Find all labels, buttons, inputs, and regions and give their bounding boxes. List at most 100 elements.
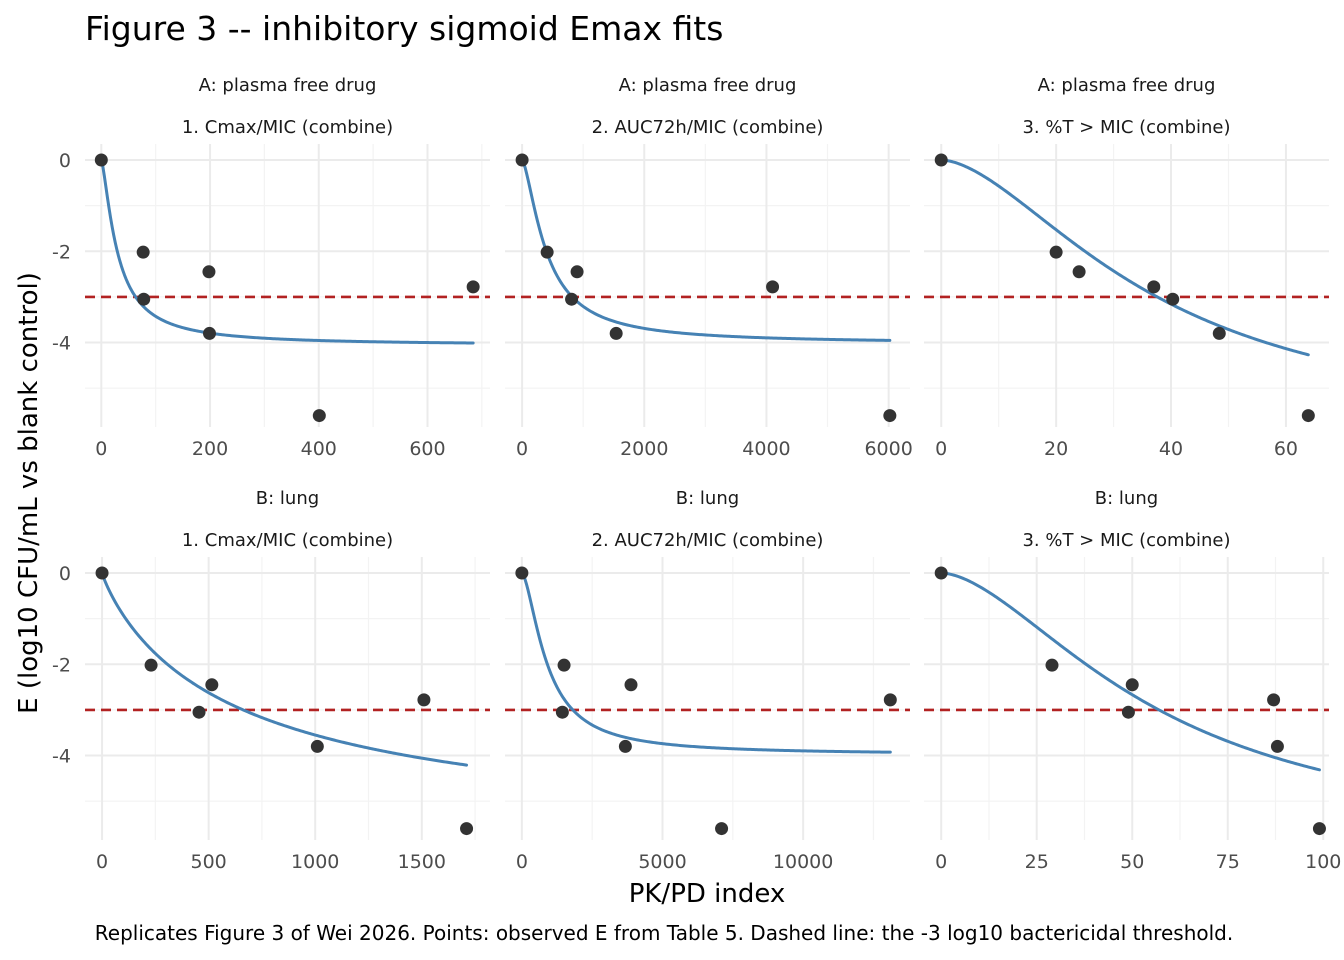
- x-tick-label: 5000: [638, 851, 686, 873]
- observed-point: [136, 245, 150, 259]
- observed-point: [1125, 678, 1139, 692]
- observed-point: [934, 566, 948, 580]
- observed-point: [565, 292, 579, 306]
- y-tick-label: -2: [52, 654, 71, 676]
- facet-strip-col-label: 3. %T > MIC (combine): [1022, 530, 1230, 551]
- x-axis-title: PK/PD index: [629, 879, 786, 909]
- x-tick-label: 0: [935, 438, 947, 460]
- figure-title: Figure 3 -- inhibitory sigmoid Emax fits: [85, 9, 723, 48]
- x-tick-label: 1000: [291, 851, 339, 873]
- x-tick-label: 600: [409, 438, 445, 460]
- observed-point: [1270, 739, 1284, 753]
- observed-point: [1267, 693, 1281, 707]
- observed-point: [1121, 705, 1135, 719]
- facet-panel: B: lung 3. %T > MIC (combine) 0 25 50 75 100: [924, 488, 1341, 873]
- x-tick-label: 100: [1305, 851, 1341, 873]
- observed-point: [417, 693, 431, 707]
- fit-curve: [520, 571, 892, 754]
- observed-point: [466, 280, 480, 294]
- observed-point: [1147, 280, 1161, 294]
- x-tick-label: 4000: [742, 438, 790, 460]
- x-tick-label: 60: [1274, 438, 1298, 460]
- facet-panel: B: lung 2. AUC72h/MIC (combine) 0 5000 10000: [505, 488, 910, 873]
- facet-strip-col-label: 1. Cmax/MIC (combine): [182, 117, 393, 138]
- facet-strip-row-label: A: plasma free drug: [199, 75, 377, 96]
- observed-point: [1045, 658, 1059, 672]
- observed-point: [144, 658, 158, 672]
- facet-strip-row-label: B: lung: [256, 488, 319, 509]
- y-tick-label: -4: [52, 746, 71, 768]
- x-tick-label: 25: [1025, 851, 1049, 873]
- x-tick-label: 0: [935, 851, 947, 873]
- observed-point: [609, 326, 623, 340]
- facet-panel: A: plasma free drug 2. AUC72h/MIC (combin…: [505, 75, 913, 460]
- x-tick-label: 10000: [773, 851, 833, 873]
- observed-point: [1212, 326, 1226, 340]
- figure-caption: Replicates Figure 3 of Wei 2026. Points:…: [95, 921, 1233, 945]
- fit-curve: [99, 158, 475, 345]
- y-tick-label: -2: [52, 241, 71, 263]
- observed-point: [202, 265, 216, 279]
- x-tick-label: 2000: [620, 438, 668, 460]
- observed-point: [766, 280, 780, 294]
- fit-curve: [100, 571, 469, 767]
- x-tick-label: 1500: [398, 851, 446, 873]
- observed-point: [715, 822, 729, 836]
- observed-point: [515, 566, 529, 580]
- observed-point: [312, 409, 326, 423]
- facet-panels: A: plasma free drug 1. Cmax/MIC (combine)…: [52, 75, 1341, 873]
- observed-point: [557, 658, 571, 672]
- observed-point: [883, 409, 897, 423]
- x-tick-label: 0: [96, 851, 108, 873]
- x-tick-label: 40: [1159, 438, 1183, 460]
- observed-point: [1301, 409, 1315, 423]
- observed-point: [202, 326, 216, 340]
- x-tick-label: 200: [192, 438, 228, 460]
- observed-point: [618, 739, 632, 753]
- facet-strip-col-label: 3. %T > MIC (combine): [1022, 117, 1230, 138]
- fit-curve: [939, 158, 1310, 357]
- facet-panel: B: lung 1. Cmax/MIC (combine) 0 500 1000 1500…: [52, 488, 490, 873]
- observed-point: [624, 678, 638, 692]
- observed-point: [1049, 245, 1063, 259]
- x-tick-label: 400: [301, 438, 337, 460]
- observed-point: [570, 265, 584, 279]
- x-tick-label: 500: [190, 851, 226, 873]
- observed-point: [555, 705, 569, 719]
- x-tick-label: 6000: [864, 438, 912, 460]
- facet-strip-col-label: 2. AUC72h/MIC (combine): [592, 117, 824, 138]
- observed-point: [137, 292, 151, 306]
- x-tick-label: 75: [1216, 851, 1240, 873]
- observed-point: [883, 693, 897, 707]
- fit-curve: [939, 571, 1321, 772]
- observed-point: [95, 566, 109, 580]
- facet-strip-col-label: 2. AUC72h/MIC (combine): [592, 530, 824, 551]
- observed-point: [1072, 265, 1086, 279]
- facet-strip-row-label: B: lung: [1095, 488, 1158, 509]
- facet-strip-row-label: A: plasma free drug: [1038, 75, 1216, 96]
- x-tick-label: 50: [1120, 851, 1144, 873]
- facet-strip-row-label: B: lung: [676, 488, 739, 509]
- y-tick-label: 0: [59, 150, 71, 172]
- x-tick-label: 0: [516, 851, 528, 873]
- x-tick-label: 0: [95, 438, 107, 460]
- y-tick-label: -4: [52, 333, 71, 355]
- x-tick-label: 20: [1044, 438, 1068, 460]
- observed-point: [460, 822, 474, 836]
- facet-panel: A: plasma free drug 3. %T > MIC (combine)…: [924, 75, 1329, 460]
- x-tick-label: 0: [516, 438, 528, 460]
- observed-point: [310, 739, 324, 753]
- y-axis-title: E (log10 CFU/mL vs blank control): [14, 272, 44, 714]
- observed-point: [934, 153, 948, 167]
- observed-point: [1166, 292, 1180, 306]
- facet-panel: A: plasma free drug 1. Cmax/MIC (combine)…: [52, 75, 490, 460]
- observed-point: [1312, 822, 1326, 836]
- facet-strip-row-label: A: plasma free drug: [619, 75, 797, 96]
- observed-point: [205, 678, 219, 692]
- observed-point: [192, 705, 206, 719]
- observed-point: [515, 153, 529, 167]
- observed-point: [540, 245, 554, 259]
- y-tick-label: 0: [59, 563, 71, 585]
- observed-point: [94, 153, 108, 167]
